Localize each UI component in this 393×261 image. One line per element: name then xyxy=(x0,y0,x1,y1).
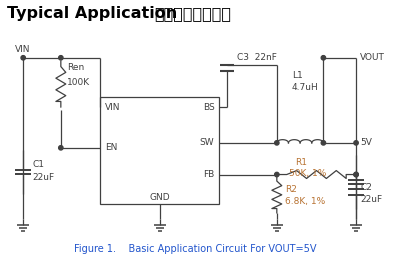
Text: FB: FB xyxy=(203,170,215,179)
Text: VIN: VIN xyxy=(105,103,121,112)
Text: EN: EN xyxy=(105,143,118,152)
Circle shape xyxy=(354,172,358,177)
Text: C2: C2 xyxy=(360,183,372,192)
Text: 22uF: 22uF xyxy=(32,173,54,182)
Circle shape xyxy=(21,56,26,60)
Text: Figure 1.    Basic Application Circuit For VOUT=5V: Figure 1. Basic Application Circuit For … xyxy=(74,244,317,254)
Text: 100K: 100K xyxy=(67,78,90,87)
Text: Typical Application: Typical Application xyxy=(7,6,178,21)
Text: VIN: VIN xyxy=(15,45,31,54)
Text: 22uF: 22uF xyxy=(360,195,382,204)
Bar xyxy=(101,97,219,204)
Text: SW: SW xyxy=(200,138,215,147)
Circle shape xyxy=(275,172,279,177)
Text: R2: R2 xyxy=(285,185,297,194)
Circle shape xyxy=(354,172,358,177)
Text: Ren: Ren xyxy=(67,63,84,72)
Text: C1: C1 xyxy=(32,160,44,169)
Text: 6.8K, 1%: 6.8K, 1% xyxy=(285,197,325,206)
Circle shape xyxy=(59,146,63,150)
Circle shape xyxy=(59,56,63,60)
Circle shape xyxy=(321,56,325,60)
Text: C3  22nF: C3 22nF xyxy=(237,53,277,62)
Circle shape xyxy=(321,141,325,145)
Text: BS: BS xyxy=(203,103,215,112)
Circle shape xyxy=(354,141,358,145)
Text: VOUT: VOUT xyxy=(360,53,385,62)
Circle shape xyxy=(275,141,279,145)
Text: （典型应用放路）: （典型应用放路） xyxy=(154,6,231,21)
Text: 50K, 1%: 50K, 1% xyxy=(289,169,326,178)
Text: 5V: 5V xyxy=(360,138,372,147)
Text: L1: L1 xyxy=(292,71,303,80)
Text: GND: GND xyxy=(150,193,170,202)
Text: R1: R1 xyxy=(295,158,307,167)
Text: 4.7uH: 4.7uH xyxy=(292,83,318,92)
